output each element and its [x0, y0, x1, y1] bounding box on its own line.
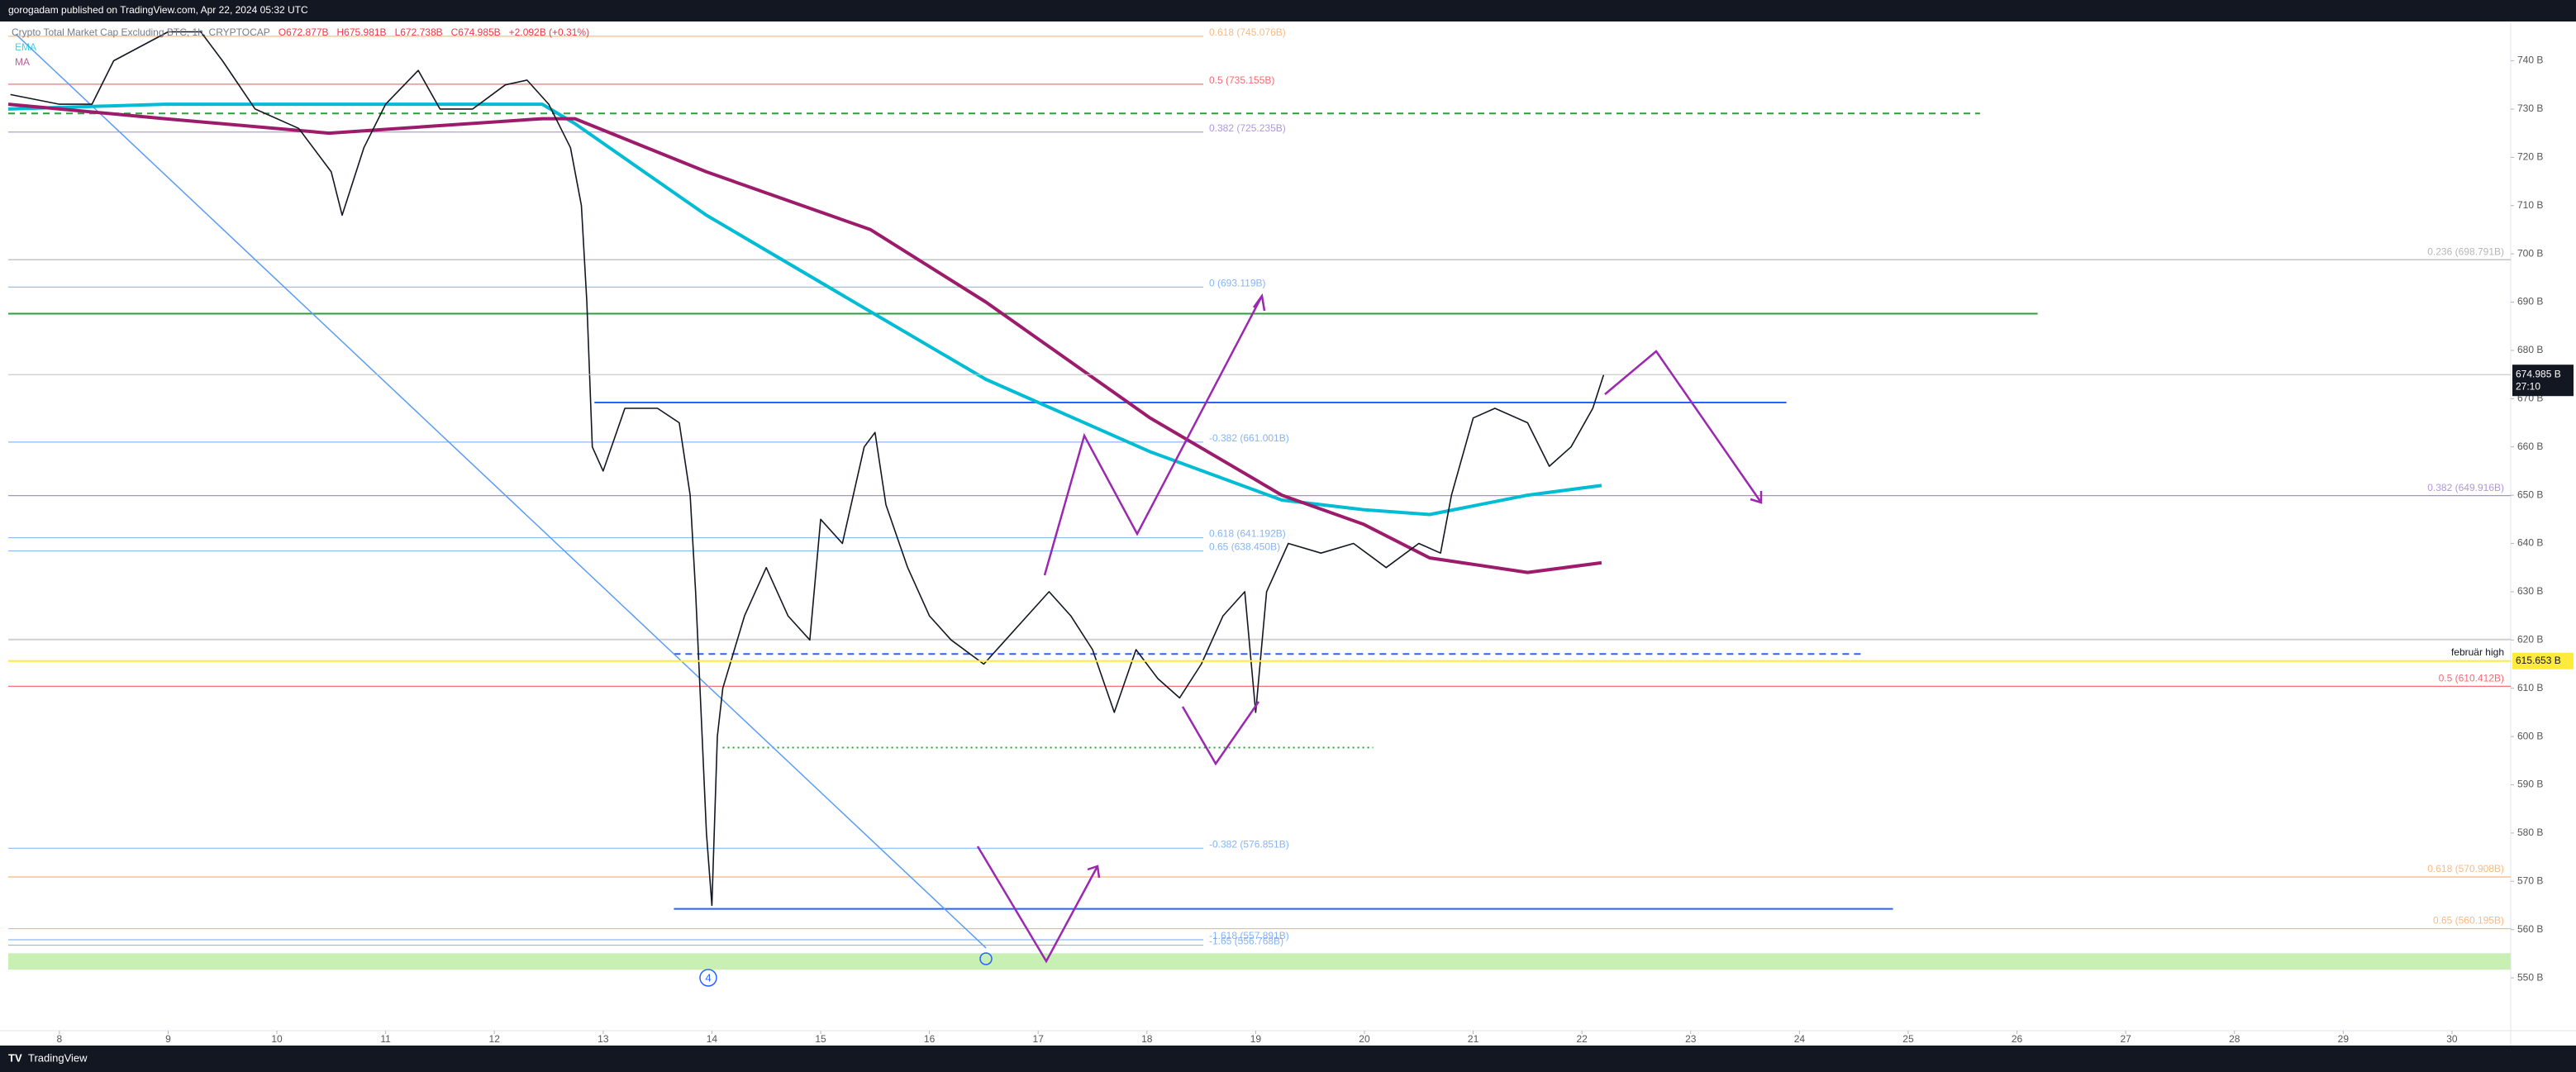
- y-tick-label: 570 B: [2517, 874, 2543, 886]
- y-tick-label: 720 B: [2517, 151, 2543, 163]
- x-tick-label: 23: [1685, 1033, 1697, 1045]
- moving-average: [7, 102, 1602, 574]
- x-tick-label: 28: [2229, 1033, 2240, 1045]
- trend-line: [15, 33, 987, 949]
- x-tick-label: 21: [1468, 1033, 1479, 1045]
- x-tick-label: 26: [2012, 1033, 2023, 1045]
- y-tick-label: 630 B: [2517, 585, 2543, 597]
- level-note: februär high: [2451, 646, 2504, 658]
- footer-bar: [0, 1046, 2576, 1072]
- ohlc-value: O672.877B: [279, 26, 329, 38]
- x-tick-label: 30: [2446, 1033, 2458, 1045]
- x-tick-label: 22: [1576, 1033, 1588, 1045]
- level-box-label: 615.653 B: [2516, 655, 2561, 666]
- x-tick-label: 18: [1141, 1033, 1153, 1045]
- zigzag-arrow: [1043, 295, 1264, 576]
- fib-label: -1.65 (556.768B): [1209, 936, 1283, 947]
- x-tick-label: 17: [1033, 1033, 1045, 1045]
- fib-label: 0.236 (698.791B): [2427, 245, 2504, 257]
- y-tick-label: 660 B: [2517, 441, 2543, 452]
- x-tick-label: 25: [1902, 1033, 1914, 1045]
- ohlc-value: L672.738B: [395, 26, 443, 38]
- x-tick-label: 14: [707, 1033, 718, 1045]
- fib-label: 0.618 (641.192B): [1209, 528, 1286, 540]
- fib-label: 0.618 (570.908B): [2427, 863, 2504, 874]
- chart-title: Crypto Total Market Cap Excluding BTC, 1…: [12, 26, 589, 38]
- y-tick-label: 550 B: [2517, 971, 2543, 983]
- zigzag-arrow: [1181, 701, 1260, 766]
- x-tick-label: 13: [598, 1033, 609, 1045]
- y-tick-label: 600 B: [2517, 730, 2543, 741]
- published-note: gorogadam published on TradingView.com, …: [8, 4, 308, 16]
- x-tick-label: 8: [57, 1033, 63, 1045]
- y-tick-label: 580 B: [2517, 827, 2543, 838]
- x-tick-label: 15: [815, 1033, 826, 1045]
- level-box: [2512, 652, 2574, 669]
- x-tick-label: 24: [1794, 1033, 1806, 1045]
- fib-label: 0.65 (638.450B): [1209, 541, 1280, 553]
- x-tick-label: 20: [1359, 1033, 1370, 1045]
- arrow-head: [1087, 865, 1101, 879]
- fib-label: 0.5 (610.412B): [2439, 672, 2504, 684]
- x-tick-label: 12: [489, 1033, 501, 1045]
- x-tick-label: 11: [380, 1033, 391, 1045]
- x-tick-label: 19: [1250, 1033, 1262, 1045]
- footer-brand: TradingView: [28, 1051, 88, 1064]
- wave-label: 4: [705, 971, 711, 984]
- arrow-head: [1750, 491, 1763, 504]
- price-countdown: 27:10: [2516, 380, 2540, 392]
- y-tick-label: 590 B: [2517, 779, 2543, 790]
- y-tick-label: 640 B: [2517, 537, 2543, 549]
- title-text: Crypto Total Market Cap Excluding BTC, 1…: [12, 26, 270, 38]
- fib-label: 0.382 (725.235B): [1209, 122, 1286, 134]
- y-tick-label: 700 B: [2517, 247, 2543, 259]
- y-tick-label: 620 B: [2517, 633, 2543, 645]
- zigzag-arrow: [1604, 350, 1763, 503]
- y-tick-label: 730 B: [2517, 102, 2543, 114]
- wave-circle: [699, 969, 717, 987]
- price-line: [10, 31, 1605, 907]
- footer-logo: TV: [8, 1051, 22, 1064]
- y-tick-label: 740 B: [2517, 55, 2543, 66]
- ohlc-value: H675.981B: [337, 26, 387, 38]
- y-tick-label: 710 B: [2517, 199, 2543, 211]
- fib-label: 0.65 (560.195B): [2433, 915, 2504, 927]
- legend-entry: MA: [15, 56, 30, 68]
- x-tick-label: 16: [924, 1033, 936, 1045]
- wave-circle: [979, 952, 993, 965]
- arrow-head: [1252, 293, 1266, 312]
- y-tick-label: 610 B: [2517, 682, 2543, 693]
- y-tick-label: 680 B: [2517, 344, 2543, 355]
- legend-entry: EMA: [15, 41, 36, 53]
- y-tick-label: 690 B: [2517, 296, 2543, 307]
- price-box: [2512, 364, 2574, 397]
- price-box-label: 674.985 B: [2516, 368, 2561, 379]
- fib-label: 0.382 (649.916B): [2427, 482, 2504, 493]
- zigzag-arrow: [976, 846, 1099, 964]
- ohlc-value: +2.092B (+0.31%): [509, 26, 589, 38]
- fib-label: 0.5 (735.155B): [1209, 74, 1274, 86]
- fib-label: -0.382 (661.001B): [1209, 432, 1289, 444]
- fib-label: -0.382 (576.851B): [1209, 838, 1289, 850]
- y-tick-label: 650 B: [2517, 488, 2543, 500]
- fib-label: -1.618 (557.891B): [1209, 930, 1289, 941]
- x-tick-label: 9: [165, 1033, 171, 1045]
- x-tick-label: 29: [2338, 1033, 2350, 1045]
- header-bar: [0, 0, 2576, 21]
- y-tick-label: 560 B: [2517, 923, 2543, 935]
- x-tick-label: 10: [271, 1033, 283, 1045]
- ohlc-value: C674.985B: [451, 26, 501, 38]
- drawings: [699, 293, 1763, 987]
- fib-label: 0 (693.119B): [1209, 277, 1266, 288]
- fib-label: 0.618 (745.076B): [1209, 26, 1286, 38]
- x-tick-label: 27: [2120, 1033, 2131, 1045]
- moving-average: [7, 102, 1602, 517]
- support-zone: [8, 953, 2511, 970]
